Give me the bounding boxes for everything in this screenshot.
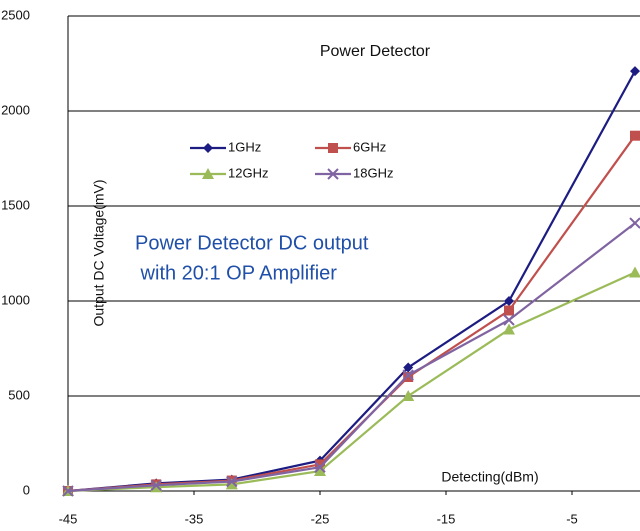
y-axis-label: Output DC Voltage(mV) (91, 179, 107, 326)
marker (629, 217, 640, 229)
marker (328, 143, 338, 153)
marker (402, 390, 415, 401)
marker (403, 372, 414, 382)
y-tick-label: 1500 (1, 197, 30, 212)
marker (629, 266, 640, 278)
legend-label: 12GHz (228, 165, 268, 180)
marker (203, 143, 213, 153)
marker (202, 168, 214, 179)
x-tick-label: -25 (311, 511, 330, 526)
marker (225, 478, 238, 490)
y-tick-label: 500 (8, 387, 30, 402)
y-tick-label: 2000 (1, 102, 30, 117)
x-tick-label: -45 (59, 511, 78, 526)
series-line (67, 271, 636, 493)
marker (327, 168, 339, 180)
marker (503, 314, 515, 326)
marker (314, 461, 326, 473)
marker (504, 296, 514, 306)
marker (150, 479, 162, 492)
legend-label: 6GHz (353, 139, 386, 154)
marker (62, 485, 74, 497)
legend-label: 1GHz (228, 139, 261, 154)
annotation: Power Detector DC output (135, 232, 369, 254)
series-line (67, 135, 636, 493)
legend-label: 18GHz (353, 165, 393, 180)
marker (403, 362, 414, 373)
x-tick-label: -15 (437, 511, 456, 526)
x-tick-label: -5 (566, 511, 578, 526)
y-tick-label: 2500 (1, 7, 30, 22)
marker (630, 66, 640, 77)
marker (226, 475, 238, 488)
marker (315, 459, 325, 470)
x-axis-label: Detecting(dBm) (441, 469, 538, 485)
y-tick-label: 0 (23, 482, 30, 497)
annotation: with 20:1 OP Amplifier (135, 262, 337, 284)
marker (504, 305, 514, 316)
x-tick-label: -35 (185, 511, 204, 526)
marker (314, 465, 326, 477)
chart-title: Power Detector (320, 43, 431, 60)
marker (503, 323, 515, 335)
y-tick-label: 1000 (1, 292, 30, 307)
marker (402, 369, 414, 381)
marker (630, 130, 640, 141)
